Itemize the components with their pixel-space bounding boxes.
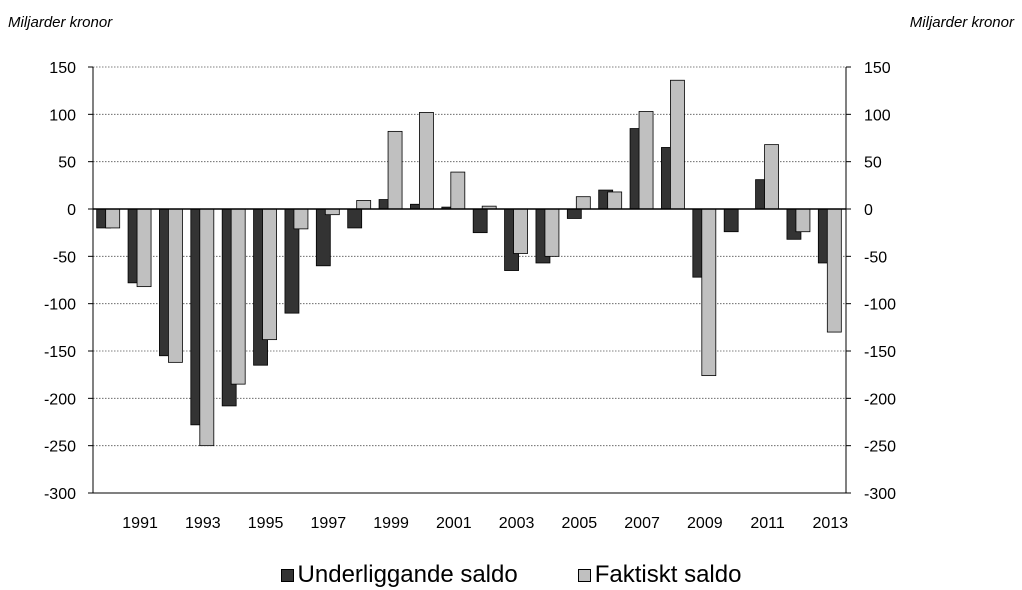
legend-label-faktiskt: Faktiskt saldo — [594, 561, 742, 588]
bar-underliggande-1998 — [347, 208, 363, 229]
bar-faktiskt-1992 — [168, 208, 183, 363]
bar-faktiskt-2001 — [450, 171, 466, 210]
x-tick-label-2003: 2003 — [499, 515, 535, 532]
y-tick-label-right: -300 — [864, 486, 896, 503]
bar-underliggande-1997 — [315, 208, 331, 267]
bar-faktiskt-1991 — [136, 208, 152, 288]
y-tick-label-right: 0 — [864, 202, 873, 219]
x-tick-label-2013: 2013 — [813, 515, 849, 532]
bar-underliggande-2010 — [723, 208, 739, 233]
x-tick-label-1995: 1995 — [248, 515, 284, 532]
bar-faktiskt-2000 — [419, 112, 434, 210]
x-tick-label-2011: 2011 — [750, 515, 785, 532]
bar-faktiskt-1998 — [356, 200, 372, 210]
bar-faktiskt-1999 — [387, 130, 403, 210]
bars — [96, 79, 842, 447]
y-tick-label-left: -150 — [44, 344, 76, 361]
legend-swatch-underliggande — [280, 568, 294, 582]
y-tick-label-left: 50 — [58, 155, 76, 172]
y-tick-label-left: -100 — [44, 297, 76, 314]
y-tick-label-right: -150 — [864, 344, 896, 361]
x-tick-label-2007: 2007 — [624, 515, 660, 532]
x-tick-label-2009: 2009 — [687, 515, 723, 532]
legend: Underliggande saldo Faktiskt saldo — [0, 561, 1022, 589]
bar-faktiskt-2011 — [764, 144, 779, 210]
bar-faktiskt-2012 — [795, 208, 811, 233]
bar-underliggande-2002 — [472, 208, 488, 234]
y-tick-label-left: -200 — [44, 391, 76, 408]
legend-swatch-faktiskt — [577, 568, 591, 582]
x-tick-label-2005: 2005 — [562, 515, 598, 532]
legend-item-faktiskt: Faktiskt saldo — [577, 561, 742, 589]
legend-label-underliggande: Underliggande saldo — [297, 561, 518, 588]
bar-faktiskt-2003 — [513, 208, 528, 254]
y-tick-label-right: -250 — [864, 439, 896, 456]
bar-faktiskt-1997 — [324, 208, 340, 216]
bar-faktiskt-2009 — [701, 208, 717, 377]
y-tick-label-left: -300 — [44, 486, 76, 503]
y-tick-label-right: 100 — [864, 107, 891, 124]
x-tick-label-2001: 2001 — [436, 515, 472, 532]
y-tick-label-left: 150 — [49, 60, 76, 77]
y-tick-label-right: -200 — [864, 391, 896, 408]
axes — [88, 66, 851, 494]
bar-faktiskt-2013 — [826, 208, 842, 333]
bar-faktiskt-2008 — [670, 79, 685, 210]
x-tick-label-1991: 1991 — [122, 515, 158, 532]
bar-faktiskt-2005 — [575, 196, 591, 210]
bar-faktiskt-2006 — [607, 191, 623, 210]
x-tick-label-1993: 1993 — [185, 515, 221, 532]
x-tick-label-1999: 1999 — [373, 515, 409, 532]
y-tick-label-left: 100 — [49, 107, 76, 124]
tick-labels: 150 150 100 100 50 50 0 0 -50 -50 -100 -100 -150 -150… — [44, 60, 896, 532]
bar-faktiskt-1995 — [262, 208, 277, 341]
bar-faktiskt-1990 — [105, 208, 121, 229]
legend-item-underliggande: Underliggande saldo — [280, 561, 518, 589]
bar-faktiskt-1996 — [293, 208, 309, 230]
y-tick-label-right: 50 — [864, 155, 882, 172]
bar-chart: 150 150 100 100 50 50 0 0 -50 -50 -100 -100 -150 -150… — [44, 60, 896, 532]
bar-faktiskt-2004 — [544, 208, 560, 257]
y-tick-label-right: 150 — [864, 60, 891, 77]
y-tick-label-left: -250 — [44, 439, 76, 456]
y-axis-unit-left: Miljarder kronor — [8, 14, 113, 31]
y-axis-unit-right: Miljarder kronor — [909, 14, 1014, 31]
y-tick-label-left: 0 — [67, 202, 76, 219]
y-tick-label-right: -50 — [864, 249, 887, 266]
bar-underliggande-2005 — [566, 208, 582, 219]
bar-faktiskt-2007 — [638, 111, 654, 210]
y-tick-label-right: -100 — [864, 297, 896, 314]
y-tick-label-left: -50 — [53, 249, 76, 266]
bar-faktiskt-1994 — [230, 208, 246, 385]
bar-faktiskt-1993 — [199, 208, 215, 447]
x-tick-label-1997: 1997 — [311, 515, 347, 532]
